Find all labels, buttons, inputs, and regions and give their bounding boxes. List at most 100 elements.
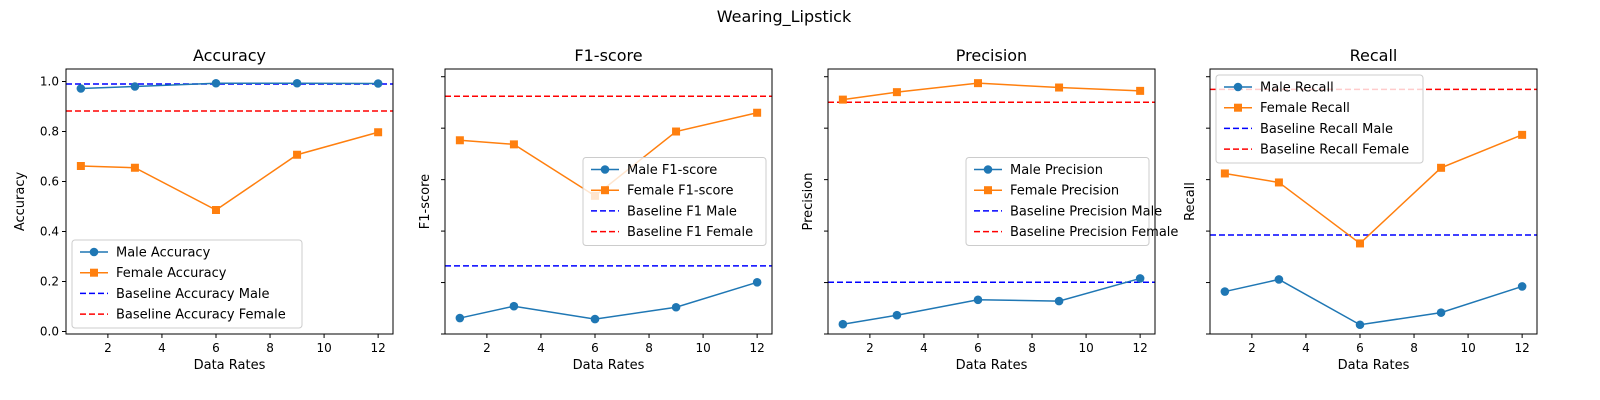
x-tick-label: 12 xyxy=(1132,341,1147,355)
x-tick-label: 6 xyxy=(212,341,220,355)
legend-entry: Male Precision xyxy=(974,163,1103,178)
legend-label: Baseline Recall Male xyxy=(1260,122,1393,137)
legend-entry: Baseline Recall Female xyxy=(1224,143,1409,158)
x-axis-label: Data Rates xyxy=(1338,358,1410,373)
data-point xyxy=(373,79,383,88)
x-tick-label: 4 xyxy=(158,341,166,355)
series-male xyxy=(455,277,762,324)
x-tick-label: 4 xyxy=(537,341,545,355)
legend-entry: Baseline Precision Male xyxy=(974,204,1162,219)
y-tick-label: 0.6 xyxy=(40,175,59,189)
data-point xyxy=(1220,287,1230,296)
data-point xyxy=(1436,308,1446,317)
legend-label: Baseline Accuracy Male xyxy=(116,287,270,302)
legend-label: Baseline F1 Male xyxy=(627,204,737,219)
data-point xyxy=(753,108,762,117)
y-tick-label: 0.2 xyxy=(40,275,59,289)
legend-entry: Baseline F1 Male xyxy=(591,204,737,219)
plot-frame xyxy=(444,68,773,335)
x-tick-label: 10 xyxy=(695,341,710,355)
legend-entry: Male Accuracy xyxy=(80,246,211,261)
y-axis-label: Precision xyxy=(801,172,816,230)
data-point xyxy=(973,295,983,305)
legend-swatch-marker xyxy=(601,186,609,195)
legend-swatch-marker xyxy=(1233,82,1243,92)
legend-swatch-marker xyxy=(89,247,99,257)
figure-title: Wearing_Lipstick xyxy=(717,7,852,27)
x-tick-label: 12 xyxy=(1514,341,1529,355)
x-tick-label: 6 xyxy=(974,341,982,355)
legend-entry: Baseline Accuracy Male xyxy=(80,287,270,302)
legend-box xyxy=(71,239,303,329)
data-point xyxy=(1437,163,1446,172)
series-female xyxy=(1220,130,1527,248)
chart-panel-3: Precision 2 4 6 8 10 12 Data Rates Precision Male… xyxy=(801,46,1178,373)
chart-panel-1: Accuracy 2 4 6 8 10 12 0.0 0.2 0.4 0.6 0.8 1.0 Data R… xyxy=(13,46,394,373)
y-tick-label: 0.4 xyxy=(40,225,59,239)
data-point xyxy=(752,277,762,287)
chart-title: Precision xyxy=(956,46,1027,65)
legend-label: Female Accuracy xyxy=(116,266,227,281)
plot-frame xyxy=(827,68,1156,335)
legend-entry: Female Precision xyxy=(974,184,1119,199)
data-point xyxy=(293,150,302,159)
legend-label: Male Accuracy xyxy=(116,246,211,261)
data-point xyxy=(973,79,982,88)
x-tick-label: 8 xyxy=(1028,341,1036,355)
x-tick-label: 8 xyxy=(645,341,653,355)
data-point xyxy=(455,313,465,323)
legend-swatch-marker xyxy=(983,165,993,174)
legend-swatch-marker xyxy=(1234,103,1242,112)
legend-label: Baseline Precision Male xyxy=(1010,204,1162,219)
legend-entry: Baseline Accuracy Female xyxy=(80,308,286,323)
legend-label: Baseline F1 Female xyxy=(627,225,753,240)
legend: Male Precision Female Precision Baseline P… xyxy=(965,157,1178,246)
legend-label: Baseline Accuracy Female xyxy=(116,308,286,323)
x-tick-label: 8 xyxy=(1410,341,1418,355)
chart-panels: Accuracy 2 4 6 8 10 12 0.0 0.2 0.4 0.6 0.8 1.0 Data R… xyxy=(13,46,1538,373)
data-point xyxy=(1518,130,1527,139)
legend-label: Male Precision xyxy=(1010,163,1103,178)
data-point xyxy=(374,128,383,137)
x-tick-label: 6 xyxy=(591,341,599,355)
y-axis-label: Accuracy xyxy=(13,172,28,232)
x-tick-label: 12 xyxy=(749,341,764,355)
legend-label: Baseline Precision Female xyxy=(1010,225,1178,240)
legend-entry: Male F1-score xyxy=(591,163,717,178)
x-tick-label: 2 xyxy=(1248,341,1256,355)
x-tick-label: 6 xyxy=(1356,341,1364,355)
series-male xyxy=(76,78,383,93)
data-point xyxy=(211,78,221,88)
x-tick-label: 10 xyxy=(316,341,331,355)
legend-entry: Female F1-score xyxy=(591,184,734,199)
legend-label: Male Recall xyxy=(1260,81,1334,96)
legend-label: Female Precision xyxy=(1010,184,1119,199)
chart-panel-2: F1-score 2 4 6 8 10 12 Data Rates F1-score Male F… xyxy=(418,46,773,373)
legend-swatch-marker xyxy=(90,268,98,277)
y-tick-label: 1.0 xyxy=(40,75,59,89)
x-axis-label: Data Rates xyxy=(194,358,266,373)
y-axis-label: F1-score xyxy=(418,174,433,229)
series-female xyxy=(76,128,383,214)
chart-panel-4: Recall 2 4 6 8 10 12 Data Rates Recall Male Recal… xyxy=(1183,46,1538,373)
data-point xyxy=(1274,178,1283,187)
data-point xyxy=(292,78,302,88)
data-point xyxy=(76,162,85,170)
data-point xyxy=(838,319,848,329)
legend-label: Baseline Recall Female xyxy=(1260,143,1409,158)
x-tick-label: 12 xyxy=(370,341,385,355)
y-tick-label: 0.8 xyxy=(40,125,59,139)
data-point xyxy=(1355,320,1365,330)
data-point xyxy=(1274,275,1284,284)
data-point xyxy=(1355,239,1364,248)
x-tick-label: 10 xyxy=(1460,341,1475,355)
plot-frame xyxy=(1209,68,1538,335)
data-point xyxy=(671,302,681,312)
data-point xyxy=(1220,169,1229,178)
data-point xyxy=(509,140,518,149)
legend: Male Recall Female Recall Baseline Recall … xyxy=(1215,74,1424,164)
legend-box xyxy=(965,157,1150,246)
legend-entry: Baseline Precision Female xyxy=(974,225,1178,240)
series-female xyxy=(838,79,1145,104)
